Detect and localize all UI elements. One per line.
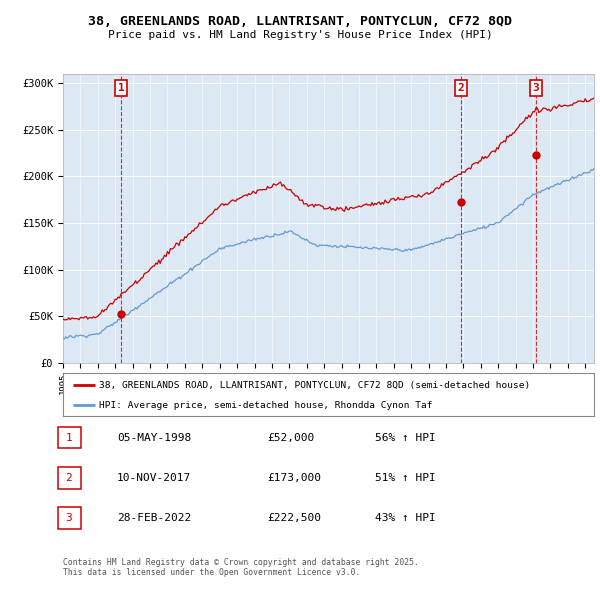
Text: HPI: Average price, semi-detached house, Rhondda Cynon Taf: HPI: Average price, semi-detached house,…: [99, 401, 433, 410]
Text: 2: 2: [458, 83, 464, 93]
Text: £52,000: £52,000: [267, 433, 314, 442]
Text: 05-MAY-1998: 05-MAY-1998: [117, 433, 191, 442]
Text: Contains HM Land Registry data © Crown copyright and database right 2025.
This d: Contains HM Land Registry data © Crown c…: [63, 558, 419, 577]
Text: 10-NOV-2017: 10-NOV-2017: [117, 473, 191, 483]
Text: £173,000: £173,000: [267, 473, 321, 483]
Text: 2: 2: [65, 473, 73, 483]
Text: 1: 1: [65, 433, 73, 442]
Text: 28-FEB-2022: 28-FEB-2022: [117, 513, 191, 523]
Text: 3: 3: [532, 83, 539, 93]
Text: 38, GREENLANDS ROAD, LLANTRISANT, PONTYCLUN, CF72 8QD: 38, GREENLANDS ROAD, LLANTRISANT, PONTYC…: [88, 15, 512, 28]
Text: 3: 3: [65, 513, 73, 523]
Text: 38, GREENLANDS ROAD, LLANTRISANT, PONTYCLUN, CF72 8QD (semi-detached house): 38, GREENLANDS ROAD, LLANTRISANT, PONTYC…: [99, 381, 530, 390]
Text: £222,500: £222,500: [267, 513, 321, 523]
Text: 1: 1: [118, 83, 125, 93]
Text: 51% ↑ HPI: 51% ↑ HPI: [375, 473, 436, 483]
Text: 43% ↑ HPI: 43% ↑ HPI: [375, 513, 436, 523]
Text: 56% ↑ HPI: 56% ↑ HPI: [375, 433, 436, 442]
Text: Price paid vs. HM Land Registry's House Price Index (HPI): Price paid vs. HM Land Registry's House …: [107, 30, 493, 40]
